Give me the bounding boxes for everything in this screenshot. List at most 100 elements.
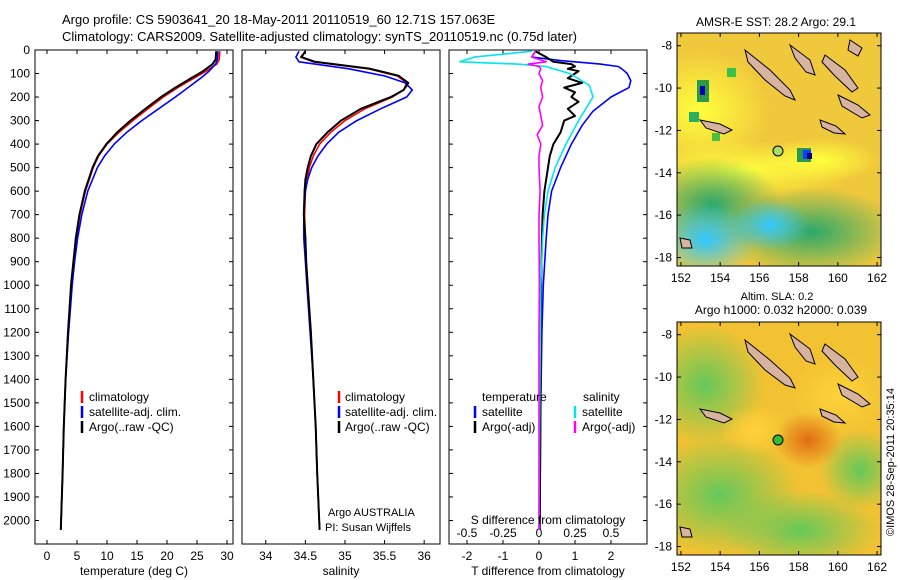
lat-tick-label: -18 [655,251,673,265]
s-difference-tick-label: 0 [536,526,543,540]
t-difference-xlabel: T difference from climatology [471,564,625,578]
temperature-legend: climatology satellite-adj. clim. Argo(..… [80,390,181,434]
depth-tick-label: 1800 [3,466,30,480]
depth-tick-label: 2000 [3,513,30,527]
x-tick-label: 0 [536,549,543,563]
temperature-axis: 0 5 10 15 20 25 30 [44,50,234,563]
salinity-legend: climatology satellite-adj. clim. Argo(..… [337,390,437,434]
sst-map-frame [676,32,882,267]
s-difference-axis: -0.5 -0.25 0 0.25 0.5 [457,526,620,540]
depth-tick-label: 1900 [3,490,30,504]
temperature-panel: 0100200300400500600700800900100011001200… [3,43,234,578]
legend-argo-label: Argo(..raw -QC) [89,420,174,434]
lon-tick-label: 160 [828,560,848,574]
header-title: Argo profile: CS 5903641_20 18-May-2011 … [62,12,496,27]
argo-profile-line [59,51,218,530]
depth-tick-label: 700 [10,208,30,222]
depth-tick-label: 900 [10,255,30,269]
lat-tick-label: -14 [655,166,673,180]
x-tick-label: 34 [259,549,273,563]
difference-legend: temperature salinity satellite Argo(-adj… [473,390,635,434]
legend-satellite-label: satellite-adj. clim. [89,405,181,419]
argo_s-profile-line [527,50,548,530]
t-difference-axis: -2 -1 0 1 2 [462,50,615,563]
x-tick-label: 2 [608,549,615,563]
depth-tick-label: 100 [10,67,30,81]
legend-climatology-label: climatology [89,390,149,404]
x-tick-label: 35.5 [373,549,397,563]
argo-location-marker [772,145,784,157]
depth-tick-label: 0 [23,43,30,57]
legend-climatology-label: climatology [345,390,405,404]
depth-tick-label: 1000 [3,278,30,292]
sla-field [677,322,881,555]
s-difference-tick-label: -0.25 [489,526,517,540]
lon-tick-label: 158 [789,560,809,574]
x-tick-label: 1 [572,549,579,563]
climatology-profile-line [60,51,221,530]
temperature-xlabel: temperature (deg C) [80,564,188,578]
sst-map-title: AMSR-E SST: 28.2 Argo: 29.1 [696,15,856,29]
lon-tick-label: 156 [749,271,769,285]
lon-tick-label: 156 [749,560,769,574]
x-tick-label: 20 [160,549,174,563]
lat-tick-label: -12 [655,412,673,426]
lon-tick-label: 162 [867,271,887,285]
legend-argo-s-label: Argo(-adj) [582,420,635,434]
x-tick-label: 5 [74,549,81,563]
legend-sat-s-label: satellite [582,405,623,419]
salinity-plot-frame [241,49,441,545]
depth-tick-label: 1600 [3,419,30,433]
sla-map-subtitle: Argo h1000: 0.032 h2000: 0.039 [695,303,867,317]
lon-tick-label: 152 [671,271,691,285]
difference-plot-frame [448,49,648,545]
depth-tick-label: 600 [10,184,30,198]
legend-argo-label: Argo(..raw -QC) [345,420,430,434]
depth-tick-label: 1200 [3,325,30,339]
lon-tick-label: 162 [867,560,887,574]
credit-text: ©IMOS 28-Sep-2011 20:35:14 [885,388,897,536]
lat-tick-label: -8 [661,39,672,53]
depth-tick-label: 400 [10,137,30,151]
x-tick-label: 10 [100,549,114,563]
legend-salinity-header: salinity [583,390,620,404]
lat-tick-label: -8 [661,328,672,342]
temperature-plot-frame [34,49,234,545]
s-difference-tick-label: 0.25 [563,526,587,540]
satellite-profile-line [60,51,219,530]
depth-tick-label: 500 [10,161,30,175]
x-tick-label: -1 [498,549,509,563]
depth-tick-label: 1300 [3,349,30,363]
depth-tick-label: 1400 [3,372,30,386]
header-subtitle: Climatology: CARS2009. Satellite-adjuste… [62,29,577,44]
s-difference-tick-label: 0.5 [603,526,620,540]
lon-tick-label: 160 [828,271,848,285]
x-tick-label: 25 [190,549,204,563]
lon-tick-label: 152 [671,560,691,574]
x-tick-label: -2 [462,549,473,563]
sat_s-profile-line [458,50,594,530]
x-tick-label: 15 [130,549,144,563]
x-tick-label: 35 [338,549,352,563]
lat-tick-label: -14 [655,455,673,469]
lon-tick-label: 158 [789,271,809,285]
x-tick-label: 36 [417,549,431,563]
legend-temperature-header: temperature [482,390,547,404]
lat-tick-label: -10 [655,370,673,384]
s-difference-label: S difference from climatology [471,513,626,527]
salinity-panel: 34 34.5 35 35.5 36 climatology satellite-adj… [241,49,441,578]
lat-tick-label: -16 [655,497,673,511]
depth-tick-label: 200 [10,90,30,104]
salinity-axis: 34 34.5 35 35.5 36 [259,50,431,563]
lon-tick-label: 154 [710,271,730,285]
sst-map-panel: AMSR-E SST: 28.2 Argo: 29.1 [655,15,888,285]
depth-tick-label: 1100 [4,302,30,316]
pi-annotation: PI: Susan Wijffels [325,522,411,534]
sat_t-profile-line [530,50,632,530]
depth-tick-label: 300 [10,114,30,128]
lat-tick-label: -16 [655,208,673,222]
sla-map-panel: Altim. SLA: 0.2 Argo h1000: 0.032 h2000:… [655,291,888,574]
program-annotation: Argo AUSTRALIA [328,507,415,519]
lat-tick-label: -12 [655,123,673,137]
